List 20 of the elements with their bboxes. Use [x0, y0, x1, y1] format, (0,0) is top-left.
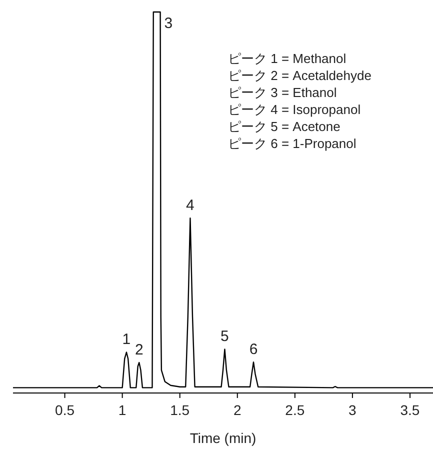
x-tick-label: 0.5: [55, 402, 75, 418]
annotation: ピーク 3 = Ethanol: [228, 85, 337, 100]
x-axis-title: Time (min): [190, 430, 256, 446]
annotation: 1: [122, 331, 131, 348]
annotation: 3: [164, 15, 173, 32]
annotation: ピーク 2 = Acetaldehyde: [228, 68, 372, 83]
annotation: ピーク 4 = Isopropanol: [228, 102, 361, 117]
annotation: 2: [134, 342, 144, 359]
annotation: ピーク 5 = Acetone: [228, 119, 340, 134]
x-tick-label: 3: [348, 402, 357, 418]
x-tick-label: 2.5: [285, 402, 305, 418]
annotation: ピーク 1 = Methanol: [228, 51, 346, 66]
x-tick-label: 3.5: [400, 402, 420, 418]
x-tick-label: 1.5: [170, 402, 190, 418]
x-tick-label: 2: [233, 402, 242, 418]
annotation: 4: [186, 197, 194, 214]
annotation: 5: [220, 328, 229, 346]
x-tick-label: 1: [118, 402, 126, 418]
annotation: 6: [249, 341, 258, 358]
annotation: ピーク 6 = 1-Propanol: [228, 136, 356, 151]
